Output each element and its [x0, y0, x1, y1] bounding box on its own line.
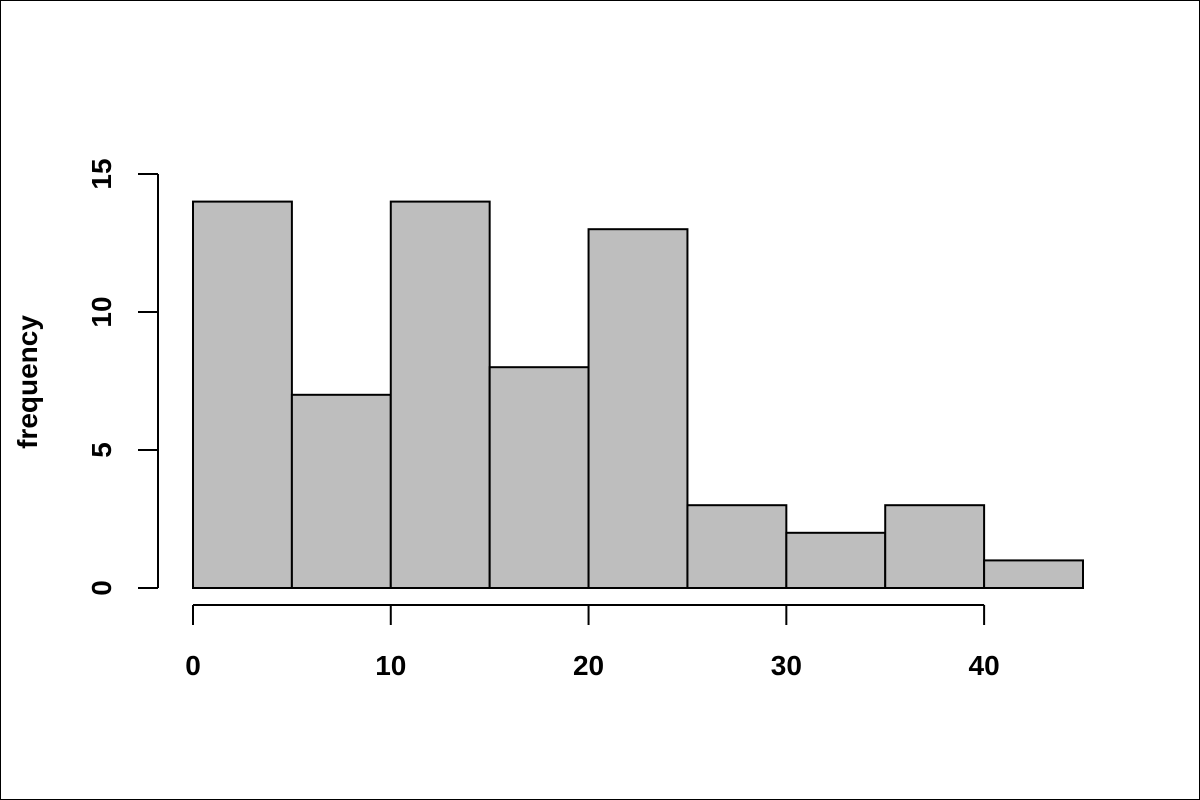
y-tick-label-5: 5: [86, 442, 117, 458]
histogram-bar-35-40: [884, 504, 986, 590]
x-tick-label-30: 30: [771, 650, 802, 681]
histogram-bar-0-5: [192, 200, 293, 589]
bars-layer: [192, 200, 1084, 590]
y-tick-label-15: 15: [86, 158, 117, 189]
x-tick-label-20: 20: [573, 650, 604, 681]
x-axis: 0 10 20 30 40: [185, 604, 1000, 681]
y-tick-label-10: 10: [86, 296, 117, 327]
histogram-bar-25-30: [686, 504, 788, 590]
histogram-bar-5-10: [290, 393, 392, 589]
histogram-bar-15-20: [488, 366, 590, 590]
y-axis: 0 5 10 15: [86, 158, 159, 596]
histogram-bar-10-15: [389, 200, 491, 589]
histogram-bar-40-45: [983, 559, 1084, 590]
x-tick-label-10: 10: [375, 650, 406, 681]
y-tick-label-0: 0: [86, 580, 117, 596]
histogram-bar-30-35: [785, 531, 887, 589]
x-tick-label-0: 0: [185, 650, 201, 681]
histogram-bar-20-25: [587, 228, 689, 589]
y-axis-title: frequency: [12, 315, 43, 449]
x-tick-label-40: 40: [969, 650, 1000, 681]
